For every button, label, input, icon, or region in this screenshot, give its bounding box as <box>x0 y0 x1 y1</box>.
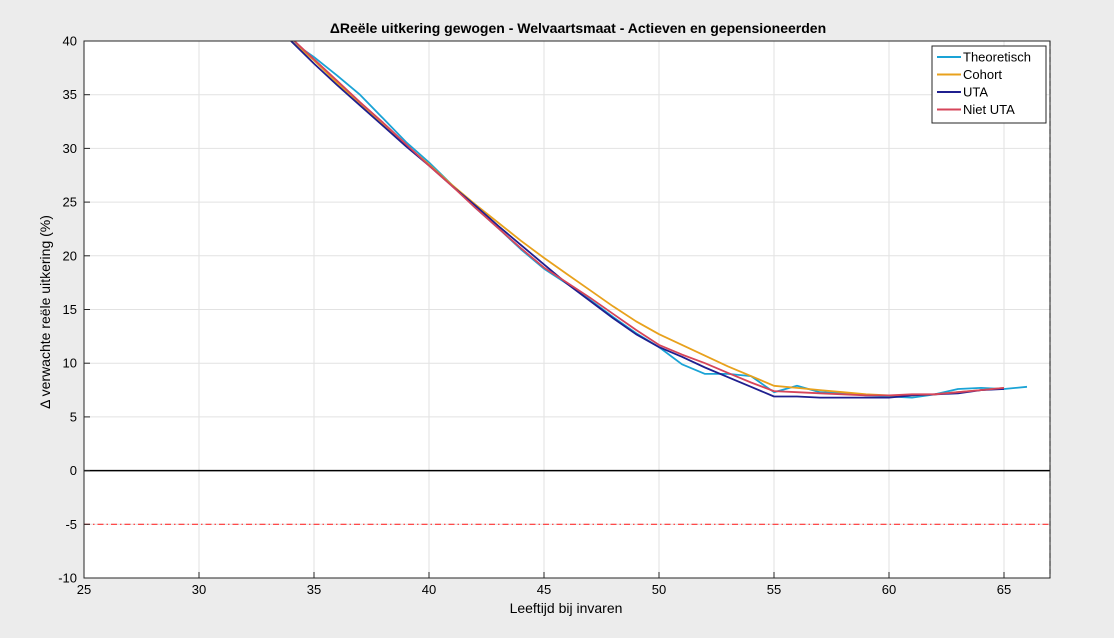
legend: Theoretisch Cohort UTA Niet UTA <box>931 45 1047 124</box>
y-tick-label: -10 <box>58 571 77 586</box>
legend-label: Cohort <box>963 67 1002 82</box>
legend-label: Theoretisch <box>963 50 1031 65</box>
y-axis-ticks: -10 -5 0 5 10 15 20 25 30 35 40 <box>58 34 90 586</box>
y-axis-label: Δ verwachte reële uitkering (%) <box>37 215 53 409</box>
y-tick-label: 5 <box>70 409 77 424</box>
y-tick-label: -5 <box>65 517 77 532</box>
y-tick-label: 35 <box>63 87 77 102</box>
x-tick-label: 40 <box>422 582 436 597</box>
series-line-niet-uta <box>293 41 1005 397</box>
x-axis-ticks: 25 30 35 40 45 50 55 60 65 <box>77 572 1011 597</box>
y-tick-label: 30 <box>63 141 77 156</box>
x-tick-label: 65 <box>997 582 1011 597</box>
legend-label: UTA <box>963 85 988 100</box>
series-line-uta <box>290 41 1005 399</box>
y-tick-label: 0 <box>70 463 77 478</box>
x-tick-label: 55 <box>767 582 781 597</box>
chart-title: ΔReële uitkering gewogen - Welvaartsmaat… <box>330 20 826 36</box>
y-tick-label: 20 <box>63 248 77 263</box>
x-tick-label: 30 <box>192 582 206 597</box>
y-tick-label: 10 <box>63 356 77 371</box>
x-tick-label: 25 <box>77 582 91 597</box>
y-tick-label: 15 <box>63 302 77 317</box>
x-tick-label: 50 <box>652 582 666 597</box>
legend-label: Niet UTA <box>963 102 1015 117</box>
series-lines <box>290 41 1028 399</box>
x-axis-label: Leeftijd bij invaren <box>510 600 623 616</box>
y-tick-label: 40 <box>63 34 77 49</box>
y-tick-label: 25 <box>63 195 77 210</box>
x-tick-label: 35 <box>307 582 321 597</box>
x-tick-label: 60 <box>882 582 896 597</box>
x-tick-label: 45 <box>537 582 551 597</box>
